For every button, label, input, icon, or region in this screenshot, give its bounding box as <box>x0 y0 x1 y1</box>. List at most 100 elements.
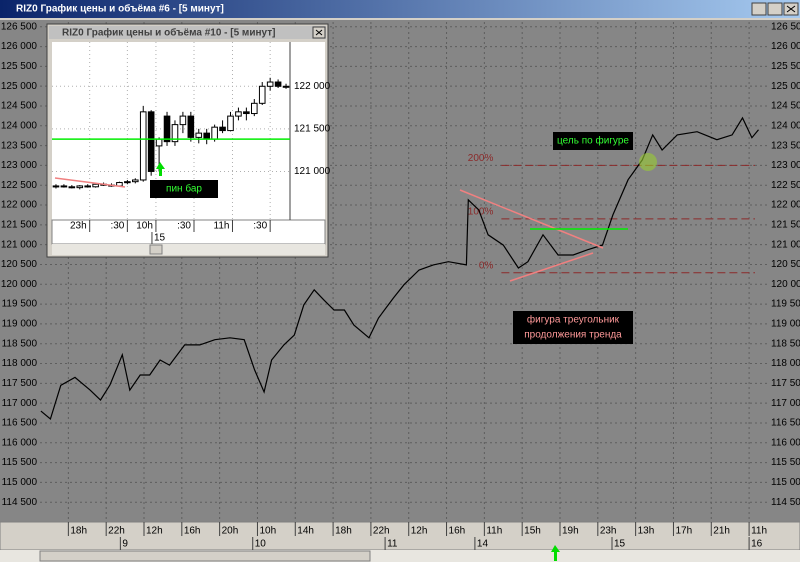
candle-body <box>219 126 226 132</box>
candle-body <box>211 126 218 140</box>
x-tick-label: 11h <box>486 526 502 537</box>
main-chart: 126 500 126 500 126 000 126 000 125 500 125 5… <box>1 21 800 522</box>
y-tick-label: 121 000 <box>1 239 38 250</box>
y-tick-label: 119 500 <box>771 299 800 310</box>
y-tick-label: 120 000 <box>771 279 800 290</box>
inset-chart: 122 000 121 500 121 000 23h:30 10h:30 11h:30 1… <box>52 42 331 244</box>
inset-x-tick-label: 23h <box>70 221 87 232</box>
candle-body <box>179 115 187 126</box>
y-tick-label: 122 500 <box>771 180 800 191</box>
candle-body <box>52 185 60 188</box>
date-label: 11 <box>387 539 398 550</box>
inset-date-label: 15 <box>154 233 166 244</box>
pin-bar-box <box>150 180 218 198</box>
candle-body <box>84 185 92 188</box>
date-label: 16 <box>751 539 763 550</box>
x-tick-label: 10h <box>259 526 276 537</box>
inset-scroll-thumb[interactable] <box>149 244 163 255</box>
candle-body <box>124 181 131 184</box>
y-tick-label: 124 000 <box>1 120 38 131</box>
y-tick-label: 124 500 <box>1 101 38 112</box>
inset-y-tick-label: 122 000 <box>294 81 331 92</box>
candle-body <box>171 124 179 143</box>
y-tick-label: 115 000 <box>2 477 38 488</box>
y-tick-label: 122 000 <box>771 200 800 211</box>
x-tick-label: 19h <box>562 526 579 537</box>
window-buttons[interactable] <box>751 2 799 16</box>
y-tick-label: 126 000 <box>1 41 38 52</box>
candle-body <box>282 85 290 88</box>
inset-window[interactable]: RIZ0 График цены и объёма #10 - [5 минут… <box>46 23 329 258</box>
candle-body <box>235 111 242 117</box>
y-tick-label: 121 000 <box>771 239 800 250</box>
candle-body <box>258 85 266 104</box>
pattern-box <box>513 311 633 344</box>
maximize-button[interactable] <box>767 2 783 16</box>
date-label: 15 <box>614 539 626 550</box>
y-tick-label: 123 000 <box>1 160 38 171</box>
scroll-thumb[interactable] <box>39 550 371 562</box>
date-label: 14 <box>477 539 489 550</box>
candle-body <box>203 132 210 140</box>
y-tick-label: 117 000 <box>2 398 38 409</box>
y-tick-label: 118 500 <box>771 338 800 349</box>
x-tick-label: 17h <box>675 526 692 537</box>
x-tick-label: 16h <box>184 526 201 537</box>
close-icon <box>786 5 796 13</box>
inset-trend-line <box>54 177 126 188</box>
x-tick-label: 15h <box>524 526 541 537</box>
x-tick-label: 18h <box>70 526 87 537</box>
candle-body <box>187 115 195 138</box>
candle-body <box>243 111 250 115</box>
candle-body <box>266 81 274 87</box>
x-tick-label: 16h <box>449 526 466 537</box>
x-tick-label: 13h <box>638 526 655 537</box>
y-tick-label: 125 500 <box>1 61 38 72</box>
y-tick-label: 120 500 <box>1 259 38 270</box>
candle-body <box>251 102 258 115</box>
inset-title-bar <box>49 26 326 39</box>
y-tick-label: 120 500 <box>771 259 800 270</box>
pin-bar-arrow <box>156 162 165 176</box>
candle-body <box>195 132 203 138</box>
x-tick-label: 12h <box>146 526 163 537</box>
y-tick-label: 116 000 <box>2 437 38 448</box>
candle-body <box>155 138 163 147</box>
inset-title: RIZ0 График цены и объёма #10 - [5 минут… <box>62 27 275 39</box>
y-tick-label: 126 000 <box>771 41 800 52</box>
y-tick-label: 118 500 <box>2 338 38 349</box>
candle-body <box>274 81 282 87</box>
x-tick-label: 22h <box>373 526 390 537</box>
inset-x-tick-label: :30 <box>110 221 124 232</box>
y-tick-label: 122 000 <box>1 200 38 211</box>
y-tick-label: 116 500 <box>2 418 38 429</box>
pin-bar-label: пин бар <box>166 183 202 195</box>
inset-scrollbar[interactable] <box>52 244 325 255</box>
y-tick-label: 125 000 <box>1 81 38 92</box>
inset-close-icon <box>315 29 323 36</box>
scroll-marker <box>551 545 560 561</box>
candle-body <box>132 179 139 183</box>
candle-body <box>60 185 68 188</box>
y-tick-label: 124 500 <box>771 101 800 112</box>
inset-y-tick-label: 121 500 <box>294 124 331 135</box>
x-tick-label: 11h <box>751 526 767 537</box>
y-tick-label: 119 500 <box>2 299 38 310</box>
y-tick-label: 114 500 <box>771 497 800 508</box>
x-tick-label: 18h <box>335 526 352 537</box>
y-tick-label: 125 000 <box>771 81 800 92</box>
y-tick-label: 114 500 <box>2 497 38 508</box>
minimize-button[interactable] <box>751 2 767 16</box>
inset-y-tick-label: 121 000 <box>294 166 331 177</box>
y-tick-label: 116 000 <box>771 437 800 448</box>
y-tick-label: 117 000 <box>771 398 800 409</box>
target-box <box>553 132 633 150</box>
y-tick-label: 125 500 <box>771 61 800 72</box>
inset-time-axis <box>51 219 326 245</box>
inset-x-tick-label: 11h <box>214 221 230 232</box>
pattern-label: продолжения тренда <box>524 330 622 341</box>
inset-x-tick-label: :30 <box>253 221 267 232</box>
target-marker <box>639 153 657 171</box>
